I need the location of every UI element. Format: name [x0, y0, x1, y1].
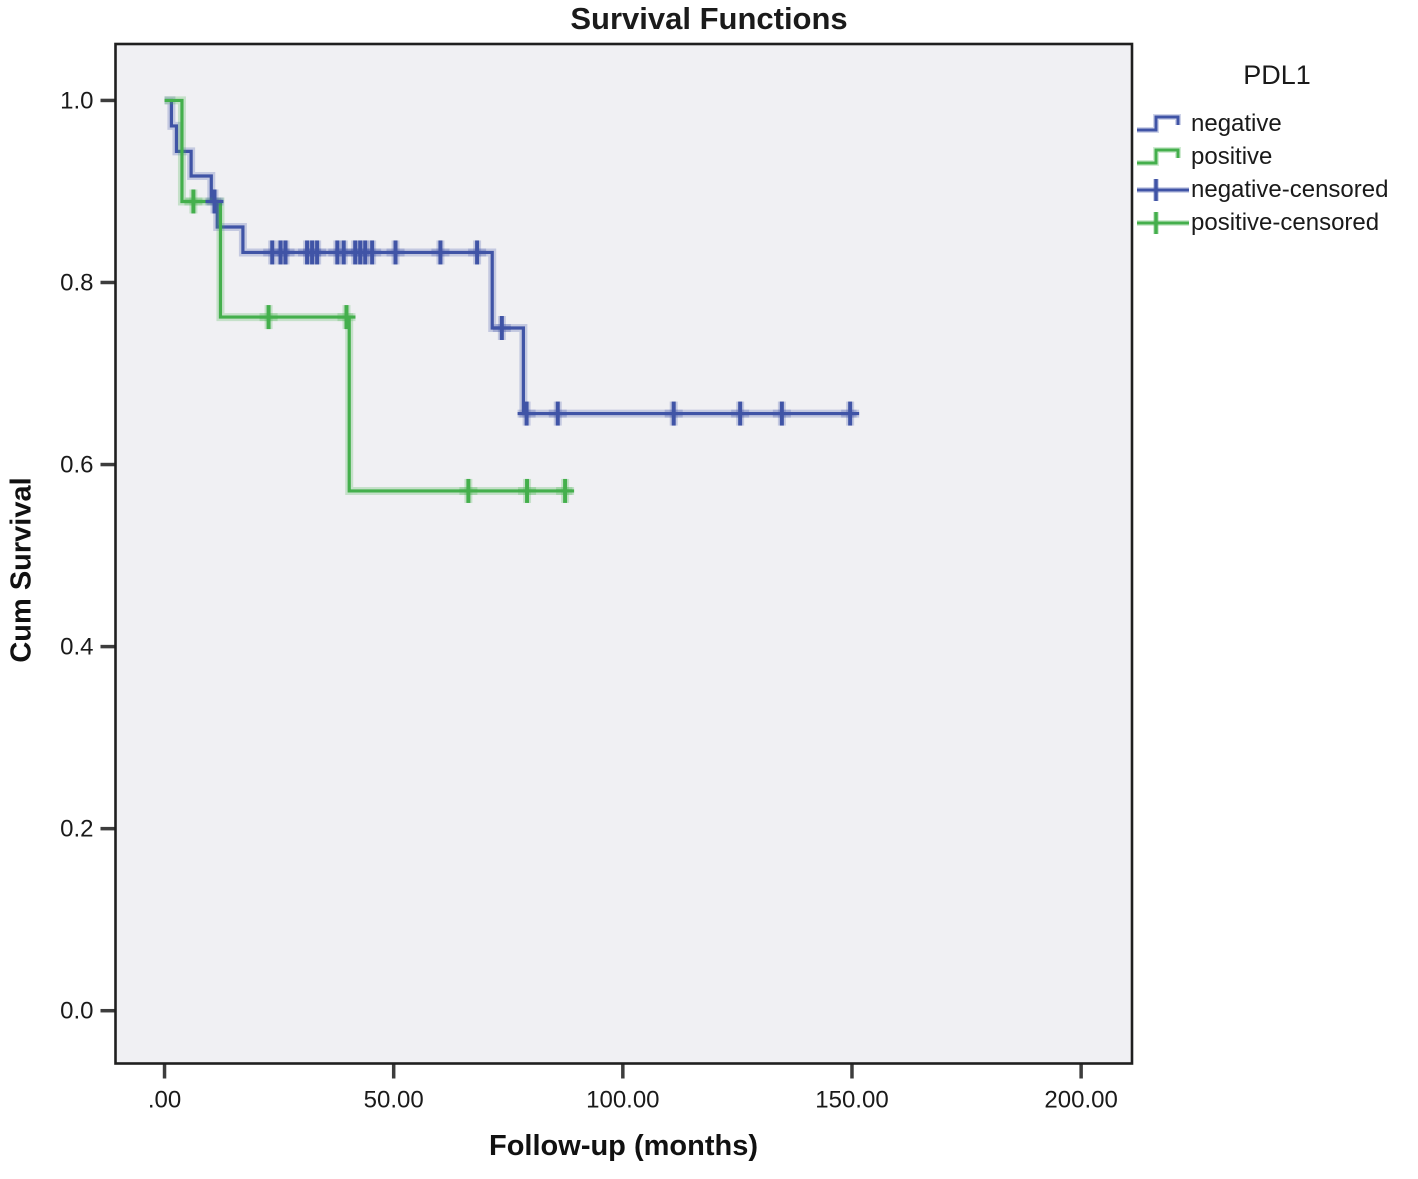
- plot-border: [114, 42, 1134, 1065]
- legend-items: negative positive negative-censored positiv…: [1136, 107, 1418, 239]
- legend-label: positive-censored: [1191, 208, 1380, 236]
- x-tick-label: .00: [148, 1087, 181, 1114]
- legend-item-negative: negative: [1136, 107, 1418, 140]
- y-tick-label: 0.6: [60, 452, 93, 479]
- legend-item-positive-censored: positive-censored: [1136, 206, 1418, 239]
- survival-curve-positive: [164, 96, 573, 495]
- x-tick-label: 150.00: [815, 1087, 888, 1114]
- censor-marks-negative: [205, 189, 860, 426]
- x-tick-label: 200.00: [1044, 1087, 1117, 1114]
- x-tick-label: 100.00: [586, 1087, 659, 1114]
- x-axis-label: Follow-up (months): [489, 1130, 758, 1162]
- legend-label: negative: [1191, 109, 1282, 137]
- legend-label: positive: [1191, 142, 1273, 170]
- legend-item-negative-censored: negative-censored: [1136, 173, 1418, 206]
- y-axis-label: Cum Survival: [5, 477, 38, 663]
- y-tick-label: 0.0: [60, 998, 93, 1025]
- censor-marks-positive: [184, 189, 575, 503]
- y-tick-label: 0.8: [60, 269, 93, 296]
- y-tick-label: 1.0: [60, 87, 93, 114]
- legend-item-positive: positive: [1136, 140, 1418, 173]
- legend-label: negative-censored: [1191, 175, 1389, 203]
- y-tick-label: 0.4: [60, 634, 93, 661]
- censor-plus-icon: [1137, 211, 1189, 234]
- x-tick-label: 50.00: [364, 1087, 424, 1114]
- plot-background: [115, 44, 1132, 1064]
- step-line-icon: [1137, 113, 1181, 133]
- legend: PDL1 negative positive negative-censored po…: [1136, 60, 1418, 239]
- legend-title: PDL1: [1243, 60, 1311, 90]
- chart-title: Survival Functions: [570, 1, 848, 36]
- censor-plus-icon: [1137, 178, 1189, 201]
- y-tick-label: 0.2: [60, 816, 93, 843]
- step-line-icon: [1137, 146, 1181, 166]
